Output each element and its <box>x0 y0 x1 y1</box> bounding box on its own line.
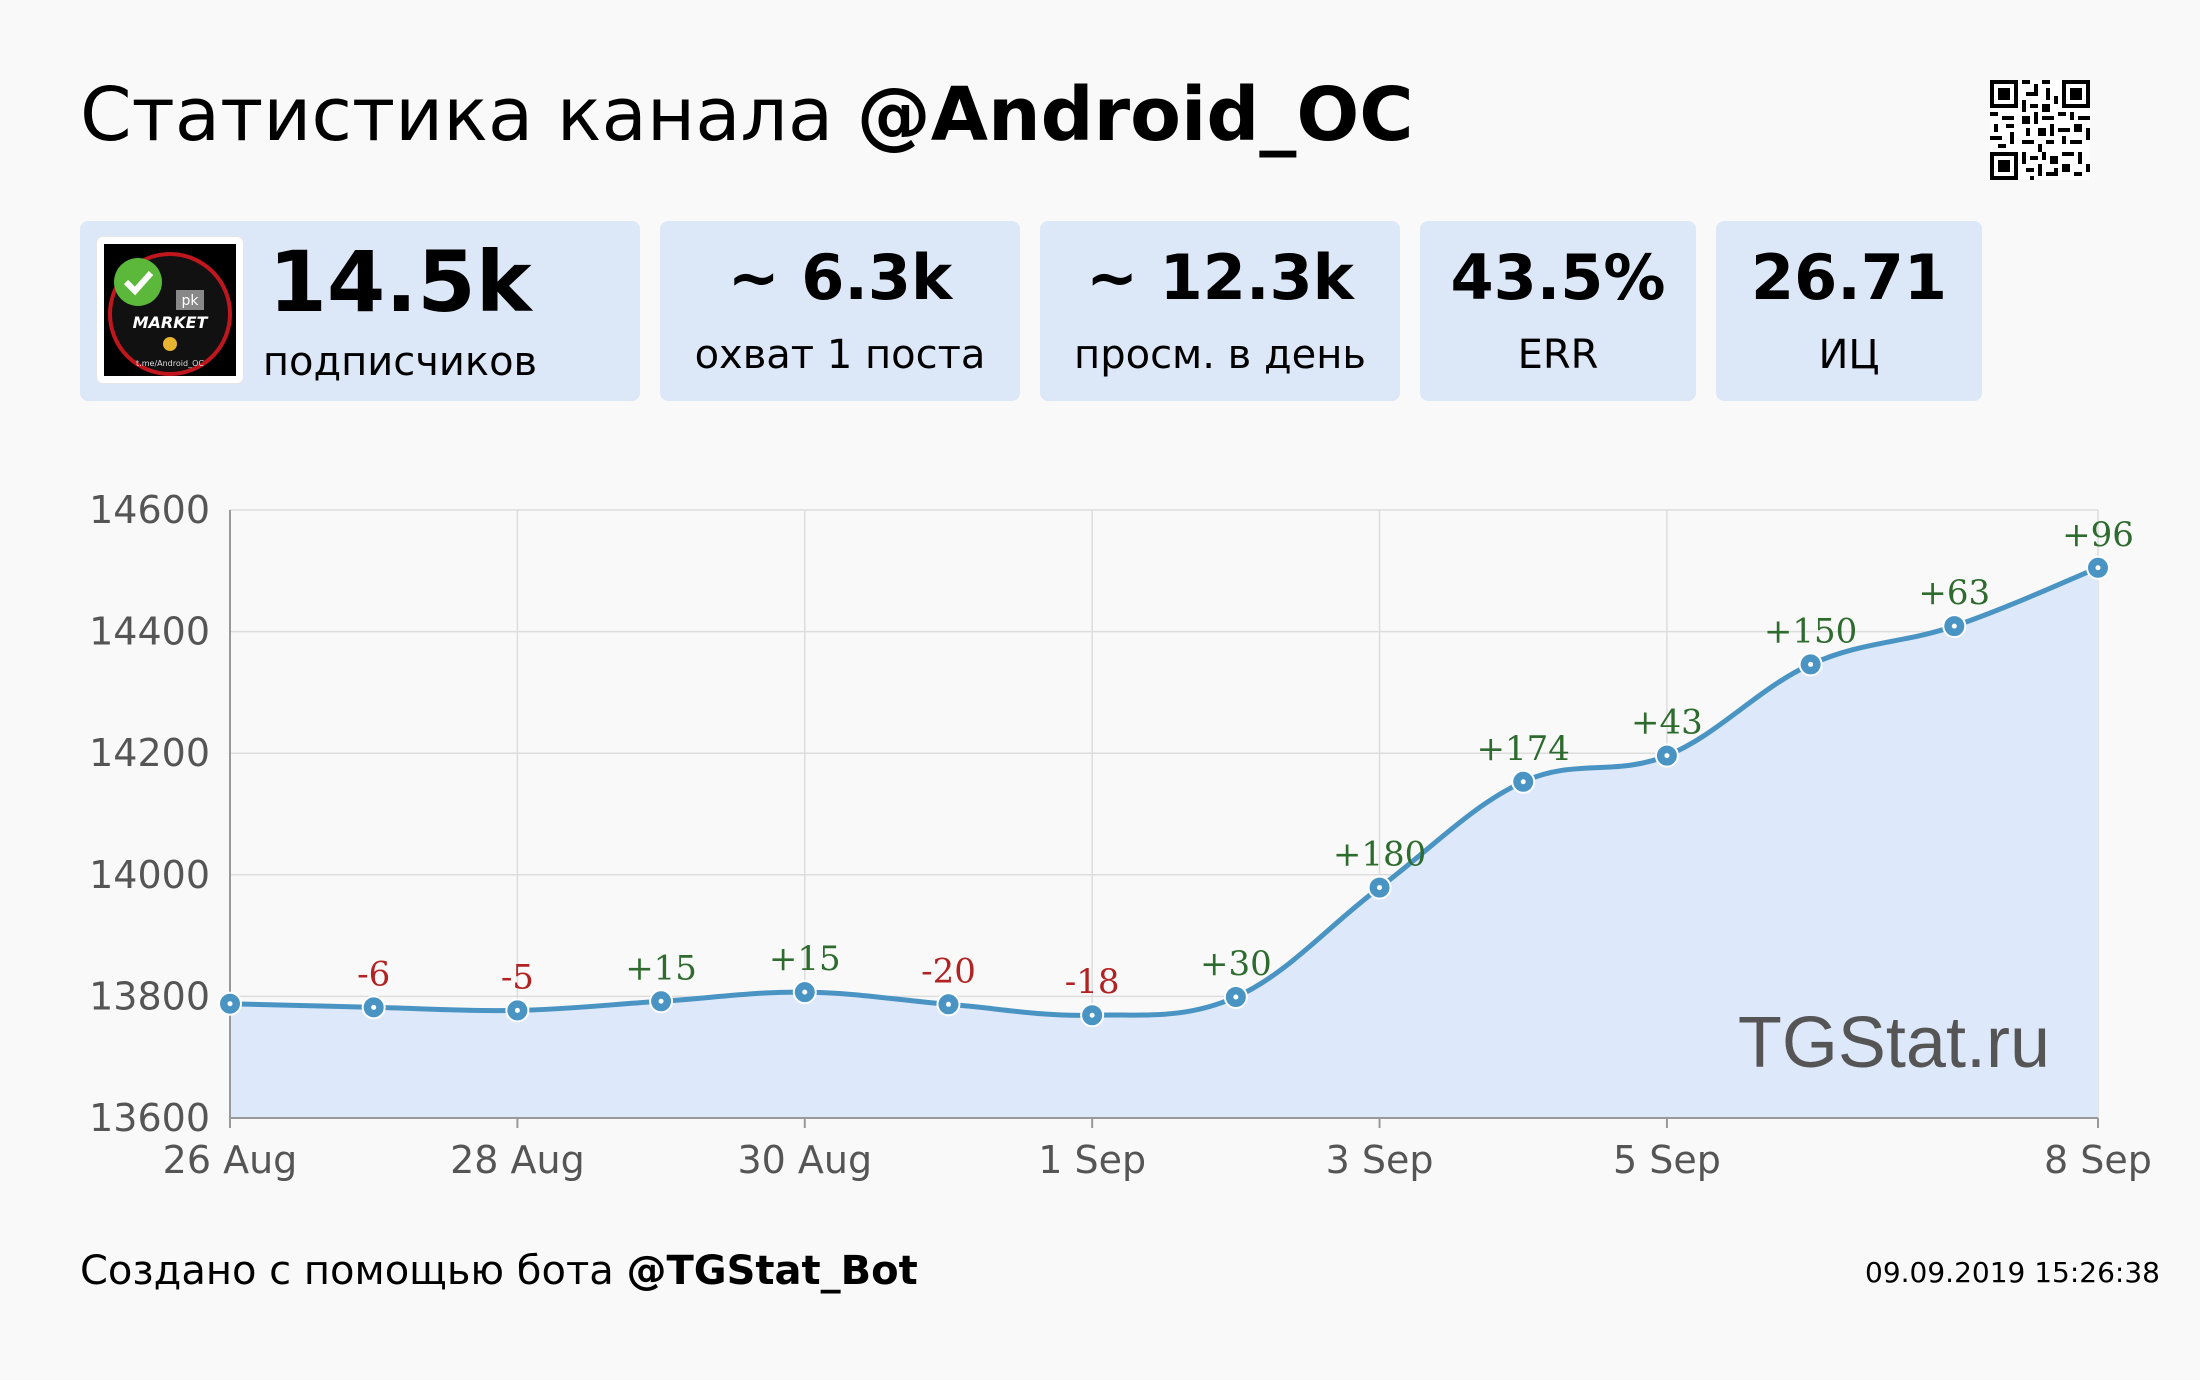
stat-value: 26.71 <box>1750 241 1948 314</box>
stat-value: ~ 12.3k <box>1086 241 1354 314</box>
data-point-center <box>227 1001 233 1007</box>
stat-card-err: 43.5% ERR <box>1420 221 1696 401</box>
stat-value: 43.5% <box>1450 241 1666 314</box>
data-label: -5 <box>501 957 534 997</box>
stat-card-daily-views: ~ 12.3k просм. в день <box>1040 221 1400 401</box>
x-tick-label: 30 Aug <box>737 1138 872 1182</box>
stat-label: ИЦ <box>1818 332 1880 378</box>
footer-prefix: Создано с помощью бота <box>80 1248 614 1294</box>
data-label: +43 <box>1631 703 1703 743</box>
data-label: +15 <box>625 948 697 988</box>
data-point-center <box>945 1001 951 1007</box>
bot-link[interactable]: @TGStat_Bot <box>626 1248 918 1294</box>
timestamp: 09.09.2019 15:26:38 <box>1865 1256 2160 1289</box>
data-label: +63 <box>1918 573 1990 613</box>
x-tick-label: 8 Sep <box>2044 1138 2152 1182</box>
data-point-center <box>371 1004 377 1010</box>
avatar: pk MARKET t.me/Android_OC <box>97 237 243 383</box>
data-point-center <box>514 1007 520 1013</box>
chart-area <box>230 567 2098 1118</box>
data-point-center <box>1377 885 1383 891</box>
stat-card-citation-index: 26.71 ИЦ <box>1716 221 1982 401</box>
data-label: +15 <box>769 939 841 979</box>
data-label: +180 <box>1333 835 1426 875</box>
data-point-center <box>1520 779 1526 785</box>
data-label: -6 <box>357 954 390 994</box>
x-tick-label: 26 Aug <box>163 1138 298 1182</box>
data-point-center <box>1233 994 1239 1000</box>
y-tick-label: 13600 <box>89 1096 210 1140</box>
stat-label: ERR <box>1517 332 1599 378</box>
qr-code-icon <box>1990 80 2090 180</box>
y-tick-label: 14600 <box>89 488 210 532</box>
data-point-center <box>1664 753 1670 759</box>
footer-credit: Создано с помощью бота @TGStat_Bot <box>80 1248 918 1294</box>
data-labels: -6 -5 +15 +15 -20 -18 +30 +180 +174 +43 +150 +63 +96 <box>357 515 2134 1002</box>
avatar-brand: pk <box>182 293 200 309</box>
stat-card-reach: ~ 6.3k охват 1 поста <box>660 221 1020 401</box>
channel-handle: @Android_OC <box>856 72 1414 158</box>
x-tick-label: 1 Sep <box>1038 1138 1146 1182</box>
y-tick-label: 13800 <box>89 974 210 1018</box>
stat-value: 14.5k <box>268 233 532 331</box>
data-point-center <box>2095 565 2101 571</box>
channel-logo-icon: pk MARKET t.me/Android_OC <box>108 252 232 376</box>
page-title: Статистика канала @Android_OC <box>80 78 1414 152</box>
x-tick-label: 28 Aug <box>450 1138 585 1182</box>
y-tick-label: 14200 <box>89 731 210 775</box>
x-tick-label: 5 Sep <box>1613 1138 1721 1182</box>
y-tick-label: 14000 <box>89 853 210 897</box>
data-label: +174 <box>1477 729 1570 769</box>
data-label: -20 <box>921 951 976 991</box>
data-label: +96 <box>2062 515 2134 555</box>
stat-label: просм. в день <box>1074 332 1366 378</box>
data-label: -18 <box>1065 962 1120 1002</box>
stat-label: подписчиков <box>262 339 538 385</box>
data-points <box>218 555 2110 1028</box>
avatar-url: t.me/Android_OC <box>136 359 204 368</box>
tick-labels: 13600 13800 14000 14200 14400 14600 26 Aug 28 A… <box>89 488 2152 1182</box>
data-point-center <box>1808 661 1814 667</box>
subscribers-chart: TGStat.ru -6 -5 +15 +15 -20 -18 +30 +180 +174 +43… <box>89 488 2152 1182</box>
data-point-center <box>1089 1012 1095 1018</box>
series-line <box>229 565 2099 1018</box>
data-label: +150 <box>1764 611 1857 651</box>
avatar-text: MARKET <box>133 313 209 332</box>
chart-axes <box>229 510 2099 1128</box>
data-point-center <box>802 989 808 995</box>
stat-label: охват 1 поста <box>694 332 986 378</box>
data-point-center <box>658 998 664 1004</box>
data-point-center <box>1951 623 1957 629</box>
watermark: TGStat.ru <box>1738 1003 2050 1083</box>
stat-value: ~ 6.3k <box>727 241 953 314</box>
title-prefix: Статистика канала <box>80 72 834 158</box>
data-label: +30 <box>1200 944 1272 984</box>
x-tick-label: 3 Sep <box>1326 1138 1434 1182</box>
y-tick-label: 14400 <box>89 610 210 654</box>
